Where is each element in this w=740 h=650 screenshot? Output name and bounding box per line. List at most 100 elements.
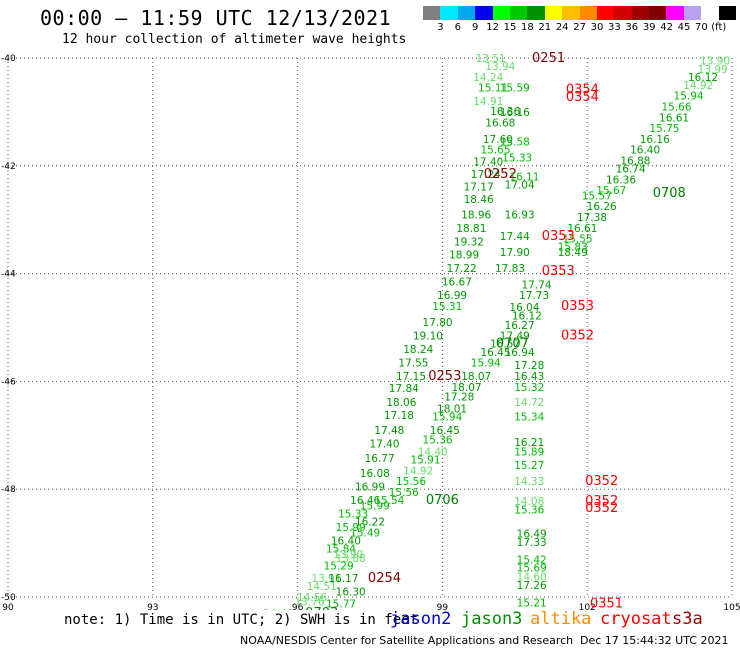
- wave-height-label: 16.22: [355, 517, 385, 529]
- wave-height-label: 17.84: [389, 383, 419, 395]
- wave-height-label: 15.56: [389, 487, 419, 499]
- wave-height-label: 15.31: [432, 301, 462, 313]
- color-swatch: [492, 6, 510, 20]
- wave-height-label: 16.16: [500, 107, 530, 119]
- color-scale-label: (ft): [711, 22, 727, 33]
- pass-time-label: 0251: [532, 51, 565, 66]
- pass-time-label: 0352: [585, 494, 618, 509]
- y-tick-label: -46: [1, 377, 16, 387]
- wave-height-label: 15.21: [517, 597, 547, 609]
- wave-height-label: 18.24: [403, 344, 433, 356]
- legend-s3a: s3a: [672, 609, 703, 629]
- color-scale-label: 45: [677, 22, 691, 33]
- x-tick-label: 105: [723, 603, 740, 610]
- color-swatch: [423, 6, 441, 20]
- wave-height-label: 17.74: [521, 279, 551, 291]
- wave-height-label: 15.91: [410, 455, 440, 467]
- wave-height-label: 15.99: [360, 500, 390, 512]
- wave-height-label: 17.83: [495, 263, 525, 275]
- color-swatch: [579, 6, 597, 20]
- wave-height-label: 17.28: [444, 391, 474, 403]
- color-scale-label: 70: [695, 22, 708, 33]
- wave-height-label: 15.11: [478, 83, 508, 95]
- wave-height-label: 15.89: [514, 446, 544, 458]
- wave-height-label: 16.49: [517, 528, 547, 540]
- y-tick-label: -42: [1, 162, 16, 172]
- wave-height-label: 16.12: [512, 311, 542, 323]
- plot-area: 90 93 96 99 102 105 -40 -42 -44 -46 -48 -50 0251 13.5…: [1, 51, 740, 610]
- x-tick-label: 99: [437, 603, 449, 610]
- wave-height-label: 14.92: [403, 465, 433, 477]
- wave-height-label: 16.26: [587, 201, 617, 213]
- pass-time-label: 0254: [368, 571, 401, 586]
- wave-height-label: 16.04: [509, 302, 539, 314]
- pass-time-label: 0705: [308, 609, 341, 610]
- y-tick-label: -50: [1, 593, 16, 603]
- wave-height-label: 13.99: [698, 64, 728, 76]
- color-scale-label: 33: [608, 22, 621, 33]
- wave-height-label: 16.08: [360, 468, 390, 480]
- chart-subtitle: 12 hour collection of altimeter wave hei…: [62, 32, 407, 47]
- wave-height-label: 17.17: [464, 181, 494, 193]
- wave-height-label: 16.43: [514, 371, 544, 383]
- color-swatch: [527, 6, 545, 20]
- wave-height-label: 18.81: [456, 223, 486, 235]
- legend-jason2: jason2: [390, 609, 452, 629]
- color-swatch: [649, 6, 667, 20]
- pass-time-label: 0352: [585, 501, 618, 516]
- wave-height-label: 13.94: [485, 61, 515, 73]
- wave-height-label: 16.17: [328, 573, 358, 585]
- color-scale-label: 6: [454, 22, 461, 33]
- wave-height-label: 18.06: [386, 397, 416, 409]
- color-scale-label: 3: [437, 22, 444, 33]
- wave-height-label: 15.33: [502, 153, 532, 165]
- color-scale-label: 18: [521, 22, 534, 33]
- color-swatch: [596, 6, 615, 20]
- wave-height-label: 16.68: [485, 118, 515, 130]
- wave-height-label: 15.36: [514, 505, 544, 517]
- wave-height-label: 18.01: [437, 403, 467, 415]
- color-scale-label: 27: [573, 22, 586, 33]
- wave-height-label: 14.33: [514, 476, 544, 488]
- wave-height-label: 17.22: [447, 263, 477, 275]
- wave-height-label: 14.56: [297, 592, 327, 604]
- wave-height-label: 15.69: [517, 562, 547, 574]
- color-scale-label: 21: [538, 22, 552, 33]
- wave-height-label: 16.88: [620, 155, 650, 167]
- pass-time-label: 0353: [542, 229, 575, 244]
- color-scale-label: 12: [486, 22, 499, 33]
- wave-height-label: 16.40: [331, 535, 361, 547]
- wave-height-label: 18.99: [449, 250, 479, 262]
- wave-height-label: 18.49: [558, 247, 588, 259]
- wave-height-label: 16.57: [490, 339, 520, 351]
- pass-time-label: 0252: [484, 167, 517, 182]
- wave-height-label: 19.32: [454, 236, 484, 248]
- units-note: note: 1) Time is in UTC; 2) SWH is in fe…: [64, 612, 419, 628]
- wave-height-label: 16.30: [336, 587, 366, 599]
- pass-time-label: 0352: [561, 329, 594, 344]
- wave-height-label: 18.46: [464, 194, 494, 206]
- color-scale-bar: [423, 6, 737, 20]
- wave-height-label: 15.56: [396, 476, 426, 488]
- color-scale-label: 30: [590, 22, 604, 33]
- generation-timestamp: Dec 17 15:44:32 UTC 2021: [580, 634, 729, 647]
- color-scale-label: 36: [625, 22, 639, 33]
- wave-height-label: 16.74: [616, 163, 646, 175]
- color-swatch: [683, 6, 702, 20]
- wave-height-label: 14.51: [307, 581, 337, 593]
- wave-height-label: 15.32: [514, 382, 544, 394]
- x-tick-label: 102: [579, 603, 596, 610]
- wave-height-label: 13.76: [295, 596, 325, 608]
- wave-height-label: 15.27: [514, 460, 544, 472]
- x-tick-label: 93: [147, 603, 158, 610]
- wave-height-label: 15.54: [374, 495, 404, 507]
- wave-height-label: 16.99: [437, 290, 467, 302]
- wave-height-label: 13.88: [336, 553, 366, 565]
- wave-height-label: 15.94: [674, 91, 704, 103]
- color-scale-labels: 3 6 9 12 15 18 21 24 27 30 33 36 39 42 45 70 (ft): [423, 22, 738, 34]
- pass-time-label: 0352: [585, 474, 618, 489]
- wave-height-label: 18.07: [452, 382, 482, 394]
- wave-height-label: 16.36: [606, 174, 636, 186]
- x-tick-label: 90: [2, 603, 14, 610]
- color-swatch: [631, 6, 650, 20]
